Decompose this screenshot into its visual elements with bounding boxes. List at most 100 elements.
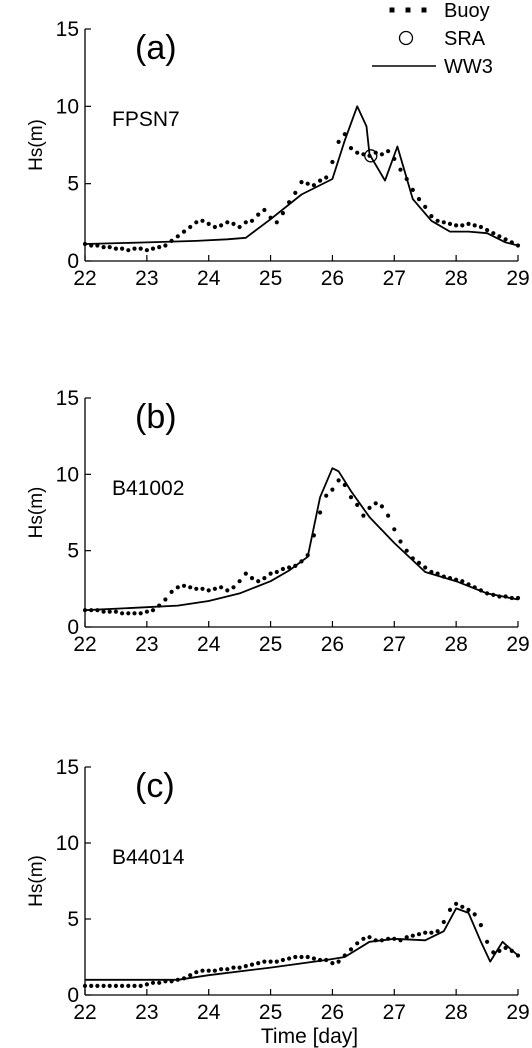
buoy-point [144, 248, 149, 253]
buoy-point [441, 574, 446, 579]
buoy-point [268, 215, 273, 220]
buoy-point [515, 953, 521, 958]
buoy-point [299, 954, 304, 960]
buoy-point [169, 589, 174, 595]
ww3-series-line [84, 105, 519, 247]
chart-panel-2: 22 23 24 25 26 27 28 29 0 5 10 15 Hs(m) (b) B41002 [26, 387, 530, 656]
x-tick-label: 22 [73, 267, 96, 290]
buoy-point [392, 527, 397, 532]
buoy-point [225, 588, 230, 593]
buoy-point [330, 961, 335, 966]
buoy-point [101, 983, 106, 989]
buoy-point [367, 935, 372, 940]
x-tick-label: 26 [321, 267, 344, 290]
buoy-point [181, 976, 187, 981]
x-tick-label: 28 [444, 633, 467, 656]
buoy-point [126, 983, 131, 989]
buoy-point [398, 167, 403, 172]
station-label: B44014 [112, 846, 185, 869]
buoy-point [311, 183, 316, 188]
buoy-point [206, 588, 211, 593]
x-tick-label: 29 [506, 267, 529, 290]
buoy-point [447, 907, 453, 913]
buoy-point [503, 945, 508, 951]
buoy-point [280, 957, 285, 963]
x-tick-label: 24 [197, 633, 221, 656]
buoy-point [219, 223, 224, 228]
buoy-point [256, 212, 261, 217]
panel-label: (a) [135, 29, 177, 67]
buoy-point [336, 478, 341, 483]
legend-label-buoy: Buoy [444, 0, 490, 22]
buoy-point [472, 585, 477, 590]
y-tick-label: 5 [67, 540, 79, 563]
buoy-point [342, 132, 347, 137]
buoy-point [206, 968, 211, 973]
buoy-point [188, 973, 193, 978]
buoy-point [404, 176, 409, 182]
buoy-point [423, 930, 428, 935]
buoy-point [237, 965, 242, 970]
buoy-point [237, 224, 242, 230]
buoy-point [113, 609, 118, 614]
y-tick-label: 0 [67, 250, 79, 273]
x-tick-label: 24 [197, 267, 221, 290]
buoy-point [441, 919, 446, 925]
buoy-point [188, 224, 193, 230]
buoy-point [200, 218, 205, 223]
buoy-point [144, 609, 149, 614]
buoy-point [243, 964, 248, 969]
buoy-point [342, 482, 347, 488]
x-tick-label: 26 [321, 633, 344, 656]
buoy-point [373, 938, 378, 943]
buoy-point [299, 180, 304, 185]
buoy-point [157, 603, 162, 608]
buoy-point [256, 579, 261, 584]
buoy-point [138, 983, 143, 989]
x-tick-label: 25 [259, 267, 282, 290]
buoy-point [138, 246, 143, 251]
buoy-point [491, 950, 496, 955]
buoy-point [324, 957, 329, 963]
buoy-point [107, 245, 112, 250]
buoy-point [219, 967, 224, 972]
buoy-point [466, 582, 471, 587]
x-tick-label: 29 [506, 633, 529, 656]
buoy-point [256, 961, 261, 966]
panel-label: (c) [135, 767, 175, 805]
buoy-point [348, 146, 354, 151]
buoy-point [398, 938, 403, 943]
buoy-point [163, 979, 168, 984]
buoy-point [367, 153, 372, 158]
buoy-point [379, 938, 384, 943]
buoy-point [231, 221, 236, 226]
y-axis-label: Hs(m) [26, 487, 47, 539]
buoy-point [249, 218, 255, 223]
buoy-point [175, 234, 180, 239]
buoy-point [89, 608, 94, 613]
buoy-point [386, 513, 391, 518]
legend: Buoy SRA WW3 [372, 0, 493, 78]
buoy-point [454, 577, 459, 582]
buoy-point [429, 930, 434, 935]
buoy-point [274, 220, 279, 225]
buoy-point [194, 586, 199, 591]
buoy-point [293, 954, 298, 960]
x-tick-label: 23 [135, 267, 158, 290]
legend-buoy-marker [389, 7, 395, 13]
buoy-point [503, 594, 508, 599]
buoy-point [386, 936, 391, 941]
buoy-point [249, 576, 255, 581]
buoy-point [485, 228, 490, 233]
buoy-point [318, 178, 323, 183]
y-tick-label: 15 [56, 18, 79, 41]
buoy-point [194, 970, 199, 975]
buoy-point [318, 510, 323, 515]
buoy-point [485, 939, 490, 944]
buoy-point [330, 159, 335, 165]
buoy-point [132, 983, 137, 989]
buoy-point [181, 583, 187, 588]
buoy-point [274, 569, 279, 575]
buoy-point [95, 608, 100, 613]
buoy-point [101, 245, 106, 250]
